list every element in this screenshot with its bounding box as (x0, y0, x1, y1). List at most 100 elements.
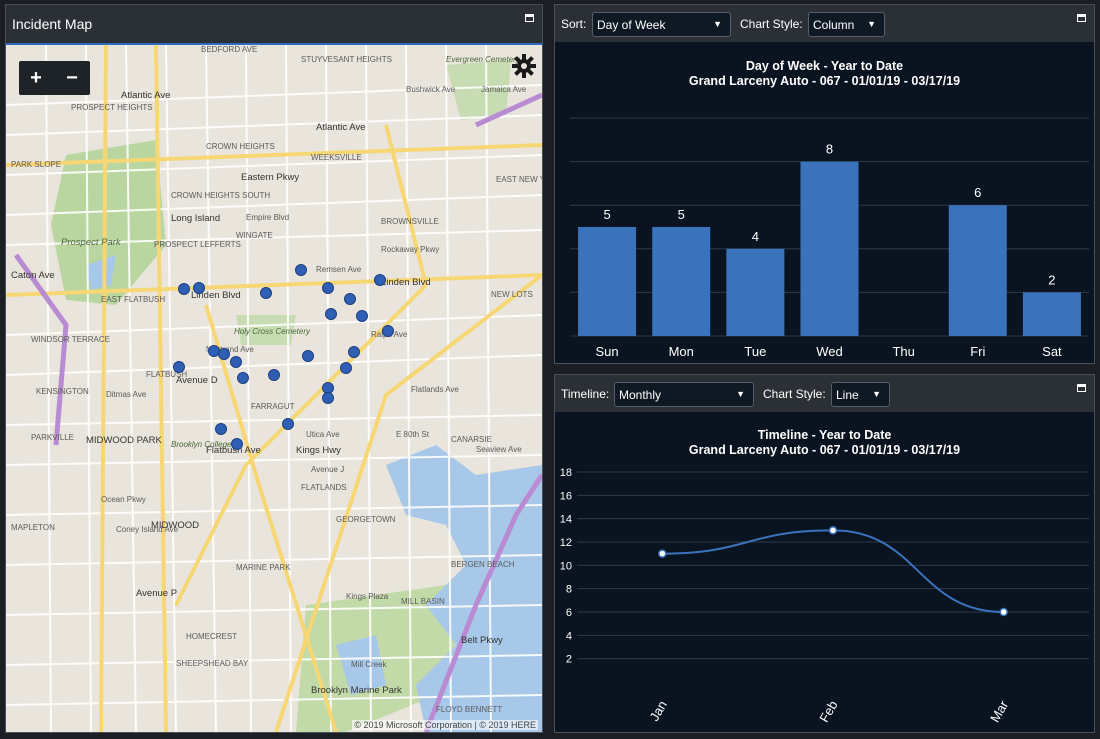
map-label: Remsen Ave (316, 265, 362, 274)
incident-marker[interactable] (325, 308, 337, 320)
sort-label: Sort: (561, 17, 587, 31)
x-tick-label: Fri (970, 344, 985, 359)
timeline-panel-header: Timeline: Monthly ▼ Chart Style: Line ▼ (555, 375, 1094, 412)
map-label: BROWNSVILLE (381, 217, 439, 226)
timeline-select-value: Monthly (619, 388, 662, 402)
incident-marker[interactable] (382, 325, 394, 337)
incident-marker[interactable] (356, 310, 368, 322)
map-label: Linden Blvd (191, 290, 241, 301)
minimize-icon[interactable] (525, 14, 534, 22)
map-label: PARK SLOPE (11, 160, 62, 169)
zoom-out-button[interactable]: − (55, 61, 89, 95)
dropdown-arrow-icon: ▼ (713, 19, 722, 29)
incident-marker[interactable] (178, 283, 190, 295)
map-label: CROWN HEIGHTS SOUTH (171, 191, 271, 200)
y-tick-label: 14 (560, 514, 572, 526)
map-label: Mill Creek (351, 660, 387, 669)
timeline-chart-subtitle: Grand Larceny Auto - 067 - 01/01/19 - 03… (688, 443, 961, 457)
map-label: PROSPECT HEIGHTS (71, 103, 153, 112)
x-tick-label: Wed (816, 344, 843, 359)
incident-marker[interactable] (348, 346, 360, 358)
incident-marker[interactable] (231, 438, 243, 450)
gear-icon[interactable] (511, 53, 537, 79)
incident-marker[interactable] (302, 350, 314, 362)
map-label: GEORGETOWN (336, 515, 396, 524)
dow-chart-title: Day of Week - Year to Date (745, 59, 904, 73)
incident-marker[interactable] (218, 348, 230, 360)
bar-fri[interactable] (948, 205, 1007, 336)
incident-marker[interactable] (260, 287, 272, 299)
minimize-icon[interactable] (1077, 14, 1086, 22)
map-label: Atlantic Ave (316, 122, 366, 133)
bar-tue[interactable] (726, 248, 785, 336)
timeline-label: Timeline: (561, 387, 610, 401)
map-canvas[interactable]: BEDFORD AVE STUYVESANT HEIGHTS Atlantic Av… (6, 45, 542, 732)
map-copyright: © 2019 Microsoft Corporation | © 2019 HE… (352, 720, 538, 730)
x-tick-label: Thu (892, 344, 914, 359)
bar-mon[interactable] (652, 227, 711, 336)
incident-marker[interactable] (282, 418, 294, 430)
map-label: Prospect Park (61, 237, 121, 248)
incident-marker[interactable] (173, 361, 185, 373)
map-label: CANARSIE (451, 435, 492, 444)
incident-marker[interactable] (374, 274, 386, 286)
incident-marker[interactable] (340, 362, 352, 374)
map-label: FARRAGUT (251, 402, 295, 411)
bar-sun[interactable] (578, 227, 637, 336)
zoom-in-button[interactable]: + (19, 61, 53, 95)
chart-style-select-value: Column (813, 18, 855, 32)
map-label: PROSPECT LEFFERTS (154, 240, 241, 249)
incident-marker[interactable] (295, 264, 307, 276)
map-label: MIDWOOD (151, 520, 200, 531)
y-tick-label: 16 (560, 490, 572, 502)
incident-marker[interactable] (230, 356, 242, 368)
y-tick-label: 18 (560, 467, 572, 479)
map-label: Flatbush Ave (206, 445, 261, 456)
chart-style-label: Chart Style: (740, 17, 803, 31)
map-label: Atlantic Ave (121, 90, 171, 101)
incident-marker[interactable] (193, 282, 205, 294)
minimize-icon[interactable] (1077, 384, 1086, 392)
map-panel-header: Incident Map (6, 5, 542, 45)
map-label: Coney Island Ave (116, 525, 179, 534)
bar-value-label: 4 (752, 229, 759, 244)
map-label: KENSINGTON (36, 387, 89, 396)
chart-style-select[interactable]: Line ▼ (831, 382, 890, 407)
dow-panel-header: Sort: Day of Week ▼ Chart Style: Column … (555, 5, 1094, 42)
incident-marker[interactable] (344, 293, 356, 305)
incident-marker[interactable] (268, 369, 280, 381)
incident-marker[interactable] (215, 423, 227, 435)
map-label: Nostrand Ave (206, 345, 254, 354)
map-label: BEDFORD AVE (201, 45, 258, 54)
bar-value-label: 8 (826, 142, 833, 157)
y-tick-label: 12 (560, 537, 572, 549)
timeline-line-chart: 18 16 14 12 10 8 6 4 2 Jan Feb Mar (560, 467, 1089, 725)
data-point[interactable] (828, 526, 838, 535)
chart-style-select-value: Line (836, 388, 859, 402)
data-point[interactable] (658, 549, 667, 558)
timeline-select[interactable]: Monthly ▼ (614, 382, 754, 407)
day-of-week-bar-chart: 5 Sun 5 Mon 4 Tue 8 Wed Thu 6 Fri 2 Sat (570, 117, 1089, 359)
map-label: Flatlands Ave (411, 385, 459, 394)
map-label: FLATBUSH (146, 370, 188, 379)
incident-marker[interactable] (237, 372, 249, 384)
data-point[interactable] (999, 607, 1008, 617)
map-label: MIDWOOD PARK (86, 435, 162, 446)
incident-marker[interactable] (322, 282, 334, 294)
y-tick-label: 10 (560, 560, 572, 572)
chart-style-select[interactable]: Column ▼ (808, 12, 885, 37)
bar-wed[interactable] (800, 161, 859, 336)
map-label: MAPLETON (11, 523, 55, 532)
chart-style-label: Chart Style: (763, 387, 826, 401)
map-label: FLATLANDS (301, 483, 347, 492)
incident-marker[interactable] (322, 392, 334, 404)
map-label: Linden Blvd (381, 277, 431, 288)
bar-sat[interactable] (1022, 292, 1081, 336)
map-label: WINDSOR TERRACE (31, 335, 110, 344)
y-tick-label: 2 (566, 654, 572, 666)
map-label: E 80th St (396, 430, 429, 439)
map-label: Kings Hwy (296, 445, 341, 456)
sort-select[interactable]: Day of Week ▼ (592, 12, 731, 37)
map-label: HOMECREST (186, 632, 238, 641)
bar-value-label: 5 (678, 207, 685, 222)
